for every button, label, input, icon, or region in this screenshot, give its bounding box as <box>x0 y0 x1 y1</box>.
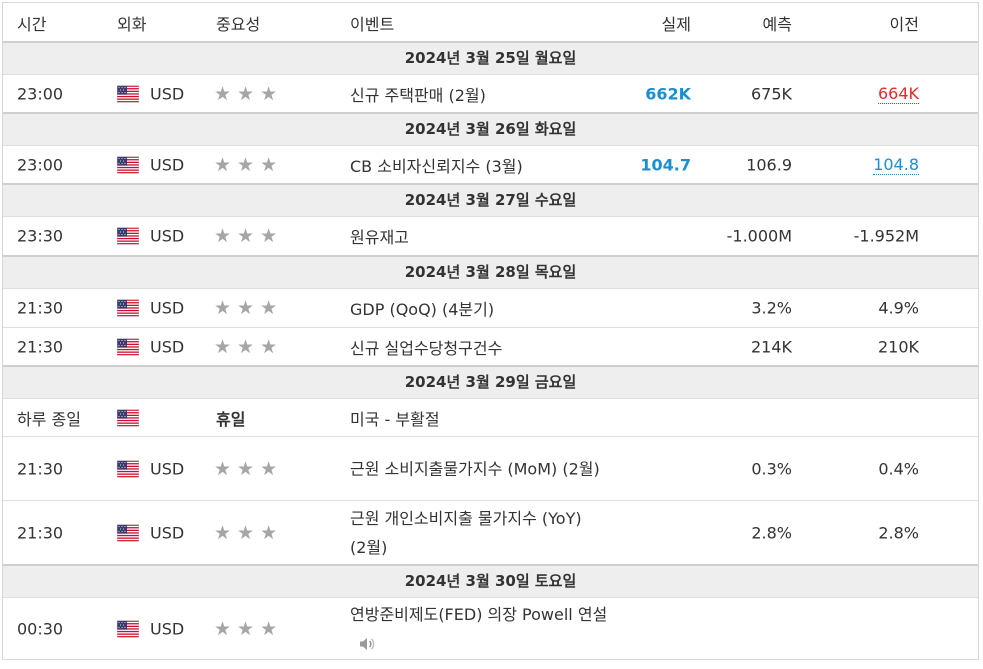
date-row: 2024년 3월 26일 화요일 <box>3 112 978 145</box>
us-flag-icon <box>117 300 139 317</box>
event-time: 23:00 <box>17 155 64 174</box>
event-name-link[interactable]: 연방준비제도(FED) 의장 Powell 연설 <box>350 604 608 624</box>
col-currency[interactable]: 외화 <box>117 15 147 34</box>
col-event[interactable]: 이벤트 <box>350 15 395 34</box>
table-row[interactable]: 23:30 USD ★★★ 원유재고 -1.000M -1.952M <box>3 216 978 255</box>
us-flag-icon <box>117 524 139 541</box>
event-actual: 104.7 <box>640 155 691 174</box>
event-forecast: 214K <box>750 337 792 356</box>
event-forecast: 675K <box>750 84 792 103</box>
date-row: 2024년 3월 25일 월요일 <box>3 41 978 74</box>
star-icon: ★★★ <box>214 457 284 480</box>
us-flag-icon <box>117 156 139 173</box>
col-time[interactable]: 시간 <box>17 15 47 34</box>
holiday-label: 휴일 <box>216 409 246 429</box>
event-previous[interactable]: 664K <box>877 83 919 104</box>
speaker-icon[interactable] <box>358 636 376 652</box>
col-previous[interactable]: 이전 <box>889 15 919 34</box>
col-forecast[interactable]: 예측 <box>762 15 792 34</box>
event-previous: 0.4% <box>878 459 919 478</box>
event-time: 21:30 <box>17 459 64 478</box>
event-previous: 4.9% <box>878 298 919 318</box>
us-flag-icon <box>117 409 139 426</box>
event-previous: 2.8% <box>878 523 919 542</box>
table-row[interactable]: 21:30 USD ★★★ GDP (QoQ) (4분기) 3.2% 4.9% <box>3 288 978 327</box>
event-name-cell: 연방준비제도(FED) 의장 Powell 연설 <box>350 600 615 658</box>
event-currency: USD <box>150 459 185 478</box>
event-forecast: 0.3% <box>751 459 792 478</box>
event-currency: USD <box>150 337 185 356</box>
star-icon: ★★★ <box>214 82 284 105</box>
event-currency: USD <box>150 523 185 542</box>
event-previous: -1.952M <box>853 226 919 246</box>
table-row[interactable]: 21:30 USD ★★★ 신규 실업수당청구건수 214K 210K <box>3 327 978 365</box>
event-name-link[interactable]: 신규 실업수당청구건수 <box>350 338 503 358</box>
table-row[interactable]: 하루 종일 휴일 미국 - 부활절 <box>3 398 978 436</box>
event-currency: USD <box>150 226 185 246</box>
col-actual[interactable]: 실제 <box>661 15 691 34</box>
us-flag-icon <box>117 228 139 245</box>
event-currency: USD <box>150 298 185 318</box>
star-icon: ★★★ <box>214 617 284 640</box>
economic-calendar-table: 시간 외화 중요성 이벤트 실제 예측 이전 2024년 3월 25일 월요일 … <box>2 2 979 660</box>
us-flag-icon <box>117 620 139 637</box>
date-row: 2024년 3월 28일 목요일 <box>3 255 978 288</box>
star-icon: ★★★ <box>214 521 284 544</box>
event-name-link[interactable]: 원유재고 <box>350 228 409 247</box>
event-actual: 662K <box>645 84 691 103</box>
table-header: 시간 외화 중요성 이벤트 실제 예측 이전 <box>3 3 978 41</box>
event-name-link[interactable]: 근원 소비지출물가지수 (MoM) (2월) <box>350 459 600 478</box>
col-importance[interactable]: 중요성 <box>216 15 261 34</box>
table-row[interactable]: 21:30 USD ★★★ 근원 개인소비지출 물가지수 (YoY) (2월) … <box>3 500 978 564</box>
event-time: 23:30 <box>17 226 64 246</box>
event-currency: USD <box>150 619 185 638</box>
us-flag-icon <box>117 338 139 355</box>
event-forecast: 106.9 <box>746 155 792 174</box>
star-icon: ★★★ <box>214 335 284 358</box>
event-time: 23:00 <box>17 84 64 103</box>
event-previous[interactable]: 104.8 <box>873 154 919 175</box>
event-previous: 210K <box>877 337 919 356</box>
table-row[interactable]: 21:30 USD ★★★ 근원 소비지출물가지수 (MoM) (2월) 0.3… <box>3 436 978 500</box>
star-icon: ★★★ <box>214 225 284 247</box>
table-row[interactable]: 00:30 USD ★★★ 연방준비제도(FED) 의장 Powell 연설 <box>3 597 978 659</box>
event-forecast: 2.8% <box>751 523 792 542</box>
event-time: 21:30 <box>17 337 64 356</box>
event-currency: USD <box>150 84 185 103</box>
table-row[interactable]: 23:00 USD ★★★ CB 소비자신뢰지수 (3월) 104.7 106.… <box>3 145 978 183</box>
event-name-link[interactable]: 근원 개인소비지출 물가지수 (YoY) (2월) <box>350 508 582 557</box>
us-flag-icon <box>117 85 139 102</box>
date-row: 2024년 3월 29일 금요일 <box>3 365 978 398</box>
table-row[interactable]: 23:00 USD ★★★ 신규 주택판매 (2월) 662K 675K 664… <box>3 74 978 112</box>
event-time: 21:30 <box>17 523 64 542</box>
event-forecast: -1.000M <box>726 226 792 246</box>
event-time: 21:30 <box>17 298 64 318</box>
event-forecast: 3.2% <box>751 298 792 318</box>
us-flag-icon <box>117 460 139 477</box>
event-name-link[interactable]: 미국 - 부활절 <box>350 409 440 429</box>
event-name-link[interactable]: 신규 주택판매 (2월) <box>350 85 486 105</box>
event-name-link[interactable]: GDP (QoQ) (4분기) <box>350 300 495 319</box>
event-time: 하루 종일 <box>17 409 81 429</box>
star-icon: ★★★ <box>214 297 284 319</box>
event-time: 00:30 <box>17 619 64 638</box>
event-name-link[interactable]: CB 소비자신뢰지수 (3월) <box>350 156 523 176</box>
date-row: 2024년 3월 27일 수요일 <box>3 183 978 216</box>
date-row: 2024년 3월 30일 토요일 <box>3 564 978 597</box>
star-icon: ★★★ <box>214 153 284 176</box>
event-currency: USD <box>150 155 185 174</box>
